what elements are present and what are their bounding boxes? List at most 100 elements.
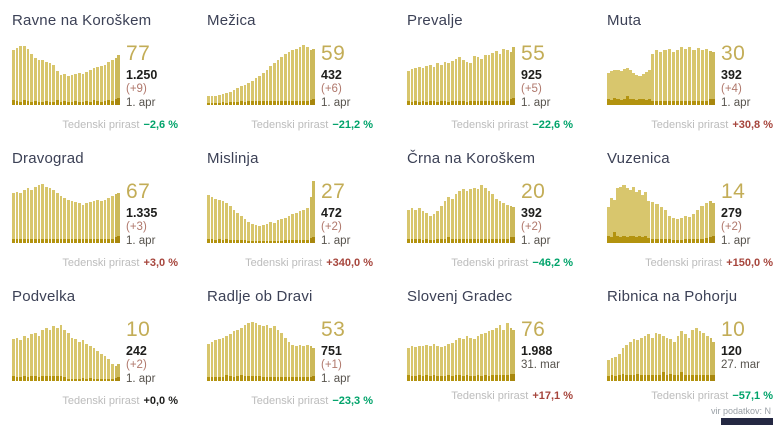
bar <box>284 337 287 381</box>
total-cases-number: 925 <box>521 68 542 82</box>
bar-slot <box>59 319 64 381</box>
bar <box>667 215 671 243</box>
bar-base-segment <box>502 375 506 381</box>
bar-base-segment <box>117 97 121 105</box>
stats-column: 67 1.335 (+3) 1. apr <box>126 181 178 248</box>
bar-base-segment <box>114 377 118 381</box>
municipality-title: Radlje ob Dravi <box>207 288 313 305</box>
bar-base-segment <box>679 239 684 243</box>
bar-slot <box>45 319 49 381</box>
bar <box>418 208 421 243</box>
bar-base-segment <box>96 379 100 381</box>
bar <box>52 65 56 105</box>
bar <box>96 351 100 381</box>
bar <box>251 80 254 105</box>
total-cases-number: 242 <box>126 344 147 358</box>
bar-recent <box>711 202 715 243</box>
bar-base-segment <box>23 376 26 381</box>
bar-base-segment <box>512 373 516 381</box>
bar <box>454 59 458 105</box>
bar-recent <box>509 206 513 243</box>
bar <box>85 72 89 105</box>
bar-base-segment <box>469 376 473 381</box>
bar <box>221 94 225 105</box>
bar-slot <box>451 319 455 381</box>
bar-slot <box>63 43 67 105</box>
bar <box>451 198 454 243</box>
bar-base-segment <box>480 101 484 105</box>
bar-slot <box>59 43 64 105</box>
bar <box>491 52 495 105</box>
bar-base-segment <box>247 101 251 105</box>
bar-recent <box>708 51 713 105</box>
bar-slot <box>67 43 71 105</box>
bar-slot <box>407 181 411 243</box>
bar-base-segment <box>644 100 648 105</box>
bar-slot <box>243 181 248 243</box>
bar-base-segment <box>700 101 704 105</box>
bar-base-segment <box>498 375 502 381</box>
bar-slot <box>262 181 266 243</box>
bar-slot <box>19 319 23 381</box>
bar-slot <box>225 319 229 381</box>
bar <box>207 343 210 381</box>
bar-slot <box>429 181 433 243</box>
bar <box>295 48 298 105</box>
bar-base-segment <box>117 236 121 243</box>
bar <box>19 192 23 243</box>
bar-slot <box>240 181 244 243</box>
bar-slot <box>243 43 248 105</box>
bar-chart <box>12 43 121 105</box>
bar-base-segment <box>631 235 635 243</box>
bar <box>414 209 418 243</box>
bar-base-segment <box>291 239 295 243</box>
bar-base-segment <box>447 375 451 381</box>
bar-base-segment <box>291 100 295 105</box>
bar-slot <box>96 319 100 381</box>
bar-slot <box>613 43 617 105</box>
bar <box>218 95 221 105</box>
bar <box>691 329 695 381</box>
bar-slot <box>269 319 273 381</box>
bar <box>410 69 414 105</box>
bar-base-segment <box>607 376 610 381</box>
data-source-link[interactable]: vir podatkov: N <box>710 406 771 416</box>
bar-slot <box>673 319 677 381</box>
bar <box>407 347 410 381</box>
bar-slot <box>480 43 484 105</box>
bar-slot <box>688 181 692 243</box>
bar-slot <box>302 181 306 243</box>
bar-slot <box>306 181 310 243</box>
bar-slot <box>610 181 614 243</box>
weekly-growth-label: Tedenski prirast <box>251 395 329 407</box>
bar-base-segment <box>258 240 262 243</box>
bar-base-segment <box>613 97 617 105</box>
municipality-card: Ravne na Koroškem 77 1.250 (+9) 1. apr T… <box>12 12 178 135</box>
bar-slot <box>462 43 466 105</box>
bar-base-segment <box>240 101 243 105</box>
bar-base-segment <box>214 102 218 105</box>
bar-slot <box>702 319 706 381</box>
bar-base-segment <box>675 239 679 243</box>
data-date: 27. mar <box>721 359 760 371</box>
bar-base-segment <box>48 376 52 381</box>
bar-slot <box>295 181 299 243</box>
bar-slot <box>454 181 459 243</box>
bar-base-segment <box>625 236 629 243</box>
bar-base-segment <box>273 240 276 243</box>
bar-base-segment <box>243 239 247 243</box>
bar <box>78 341 81 381</box>
bar <box>695 327 698 381</box>
weekly-growth-footer: Tedenski prirast +150,0 % <box>607 257 773 269</box>
bar-base-segment <box>635 100 639 105</box>
bar <box>462 60 465 105</box>
bar <box>265 325 269 381</box>
bar-slot <box>655 43 659 105</box>
bar-base-segment <box>704 100 708 105</box>
bar <box>425 65 429 105</box>
bar-slot <box>414 319 418 381</box>
bar-base-segment <box>675 100 679 105</box>
weekly-change-value: −46,2 % <box>532 257 573 269</box>
bar <box>432 344 436 381</box>
weekly-growth-label: Tedenski prirast <box>251 119 329 131</box>
